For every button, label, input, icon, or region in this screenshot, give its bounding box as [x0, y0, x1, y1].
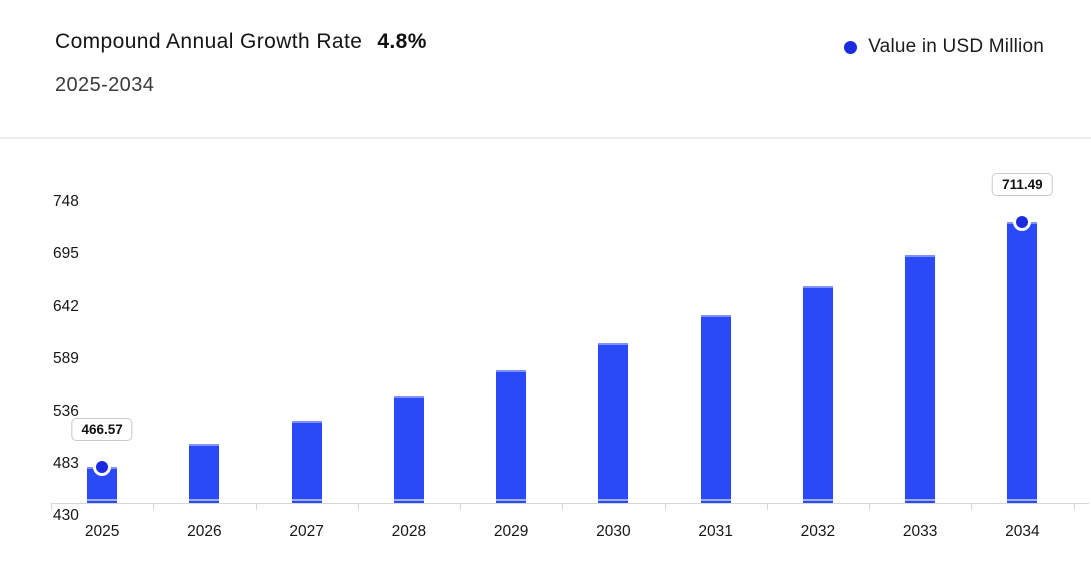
- bar-2032[interactable]: [802, 285, 833, 503]
- y-axis-label-748: 748: [53, 193, 79, 210]
- header-divider: [0, 137, 1091, 139]
- x-axis-label-2034: 2034: [1005, 523, 1040, 540]
- x-axis-tick: [562, 504, 564, 510]
- bar-2034[interactable]: [1007, 222, 1038, 503]
- x-axis-tick: [51, 504, 52, 510]
- bar-2027[interactable]: [291, 420, 322, 503]
- x-axis-tick: [664, 504, 666, 510]
- y-axis-label-483: 483: [53, 455, 79, 472]
- y-axis-label-695: 695: [53, 245, 79, 263]
- x-axis-label-2031: 2031: [698, 523, 733, 540]
- point-marker-2034: [1013, 213, 1032, 232]
- x-axis-tick: [357, 504, 359, 510]
- x-axis-label-2029: 2029: [493, 523, 529, 540]
- y-axis-label-536: 536: [53, 402, 79, 420]
- x-axis-label-2032: 2032: [800, 523, 836, 540]
- x-axis-tick: [869, 504, 870, 510]
- x-axis-tick: [971, 504, 973, 510]
- bar-2033[interactable]: [905, 254, 936, 503]
- x-axis-tick: [153, 504, 155, 510]
- x-axis-tick: [460, 504, 461, 510]
- bar-2029[interactable]: [496, 370, 527, 503]
- x-axis-label-2030: 2030: [596, 523, 631, 540]
- page-subtitle: 2025-2034: [55, 74, 155, 96]
- x-axis-line: [51, 503, 1089, 504]
- x-axis-tick: [766, 504, 768, 510]
- legend-label: Value in USD Million: [868, 36, 1044, 57]
- legend-dot-icon: [844, 40, 858, 54]
- x-axis-label-2033: 2033: [902, 523, 938, 540]
- x-axis-label-2025: 2025: [84, 523, 120, 540]
- x-axis-tick: [255, 504, 257, 510]
- legend-item[interactable]: Value in USD Million: [844, 36, 1044, 58]
- x-axis-label-2028: 2028: [391, 523, 427, 540]
- y-axis-label-642: 642: [53, 297, 79, 315]
- bar-2028[interactable]: [393, 396, 424, 503]
- value-label-2034: 711.49: [992, 173, 1053, 197]
- page-title-row: Compound Annual Growth Rate 4.8%: [55, 30, 427, 54]
- page-title: Compound Annual Growth Rate: [55, 30, 363, 53]
- y-axis-label-589: 589: [53, 350, 79, 368]
- bar-2031[interactable]: [700, 315, 731, 503]
- cagr-value: 4.8%: [377, 30, 427, 53]
- value-label-2025: 466.57: [71, 417, 133, 441]
- x-axis-label-2026: 2026: [187, 523, 222, 540]
- point-marker-2025: [93, 457, 112, 476]
- y-axis-label-430: 430: [53, 507, 79, 525]
- bar-2030[interactable]: [598, 343, 629, 503]
- bar-2026[interactable]: [189, 444, 220, 503]
- x-axis-tick: [1073, 504, 1075, 510]
- x-axis-label-2027: 2027: [289, 523, 324, 540]
